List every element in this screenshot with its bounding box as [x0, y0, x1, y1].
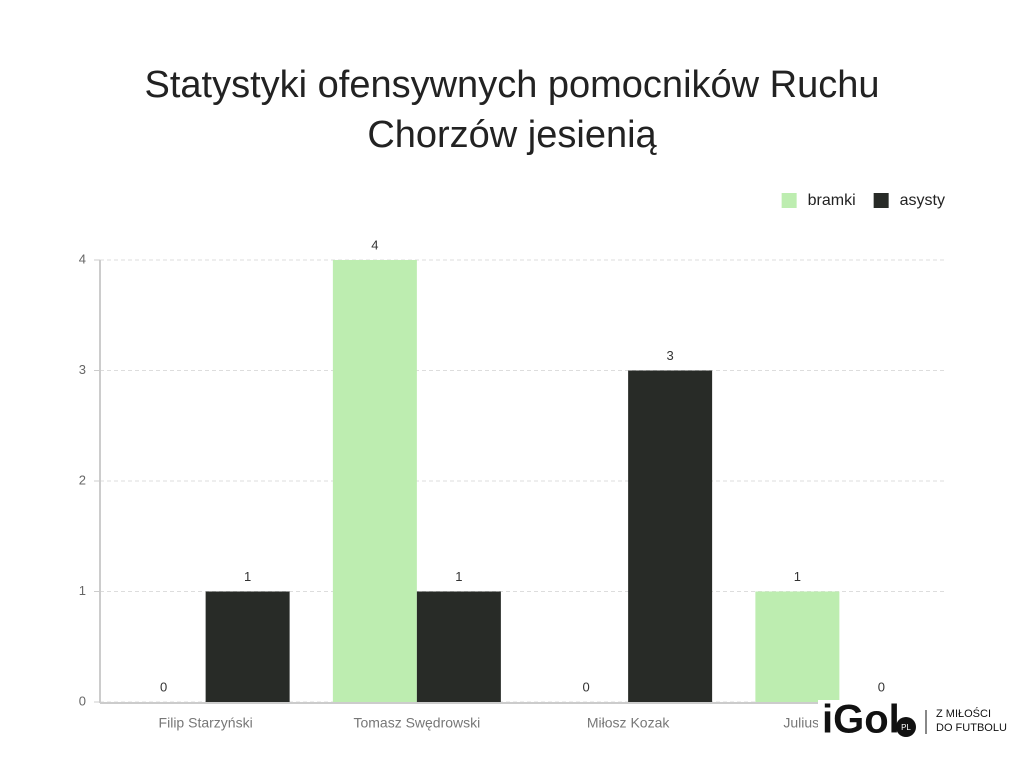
legend-swatch — [873, 193, 889, 208]
y-tick-label: 0 — [79, 693, 86, 708]
bar — [416, 591, 501, 702]
value-label: 1 — [455, 569, 462, 584]
logo-suffix: PL — [901, 723, 911, 732]
value-label: 4 — [371, 237, 378, 252]
value-label: 0 — [160, 679, 167, 694]
y-tick-label: 3 — [79, 362, 86, 377]
logo-badge — [896, 717, 916, 737]
y-tick-label: 2 — [79, 472, 86, 487]
bar — [205, 591, 290, 702]
chart-title: Statystyki ofensywnych pomocników Ruchu … — [144, 64, 880, 156]
value-label: 3 — [667, 348, 674, 363]
value-label: 1 — [794, 569, 801, 584]
value-label: 1 — [244, 569, 251, 584]
y-tick-label: 1 — [79, 583, 86, 598]
x-tick-label: Miłosz Kozak — [587, 715, 670, 731]
y-tick-label: 4 — [79, 251, 86, 266]
x-tick-label: Filip Starzyński — [159, 715, 253, 731]
logo: iGol PL Z MIŁOŚCI DO FUTBOLU — [818, 698, 1008, 750]
legend-label: asysty — [900, 192, 945, 209]
value-label: 0 — [583, 679, 590, 694]
legend-swatch — [781, 193, 797, 208]
logo-tagline: Z MIŁOŚCI — [936, 707, 991, 720]
bar — [628, 370, 713, 702]
logo-brand: iGol — [822, 698, 900, 742]
x-tick-label: Tomasz Swędrowski — [353, 715, 480, 731]
value-label: 0 — [878, 679, 885, 694]
bar — [755, 591, 840, 702]
logo-tagline: DO FUTBOLU — [936, 722, 1007, 734]
legend-label: bramki — [808, 192, 856, 209]
bar — [332, 260, 417, 702]
